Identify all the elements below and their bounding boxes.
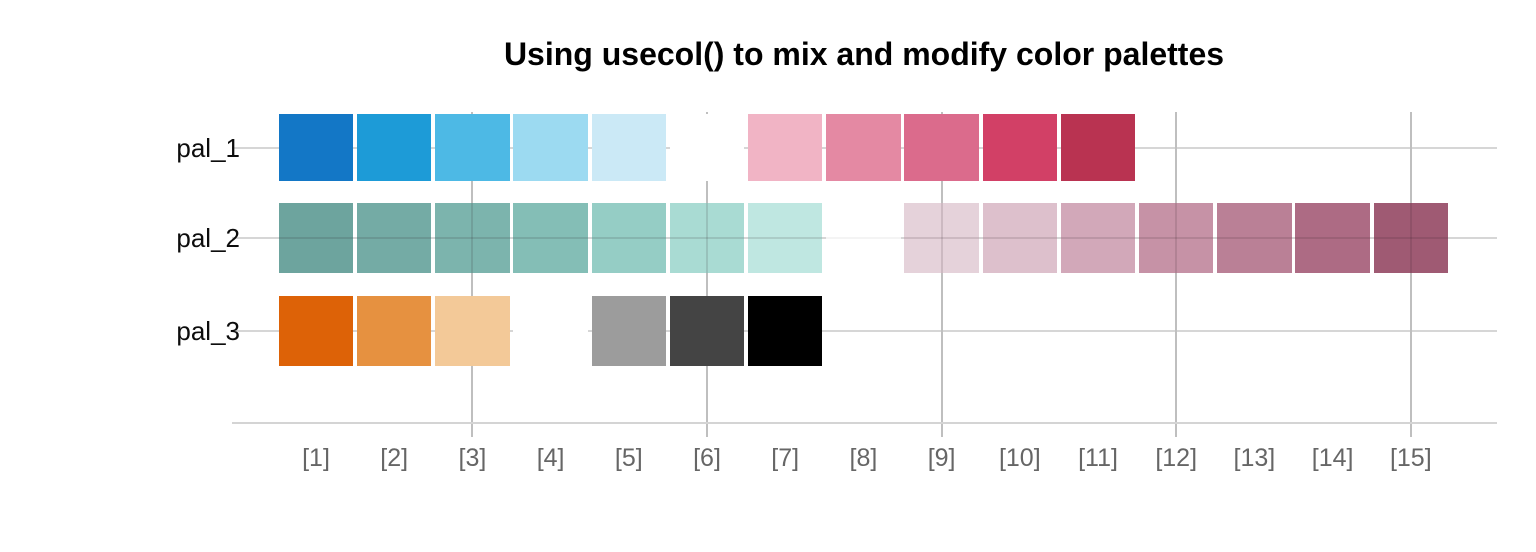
swatch-pal_2-5 [591, 203, 667, 273]
gridline-through-swatch [1295, 237, 1370, 239]
x-tick-label: [10] [998, 444, 1041, 472]
x-axis-line [232, 422, 1497, 424]
gridline-through-swatch [940, 203, 943, 273]
gridline-through-swatch [278, 237, 354, 239]
swatch-pal_1-10 [982, 114, 1058, 181]
swatch-pal_2-9 [904, 203, 979, 273]
x-tick-label: [8] [849, 444, 878, 472]
x-tick-label: [1] [302, 444, 330, 472]
swatch-pal_1-4 [513, 114, 588, 181]
swatch-pal_1-5 [591, 114, 667, 181]
swatch-pal_1-3 [435, 114, 510, 181]
swatch-pal_1-8 [826, 114, 901, 181]
x-tick-label: [7] [771, 444, 800, 472]
swatch-pal_3-6 [669, 296, 745, 366]
swatch-pal_2-3 [435, 203, 510, 273]
gridline-through-swatch [1060, 237, 1136, 239]
gridline-through-swatch [513, 237, 588, 239]
chart-title: Using usecol() to mix and modify color p… [503, 36, 1225, 72]
horizontal-gridline [232, 330, 1497, 332]
vertical-gridline [1175, 112, 1178, 437]
gridline-through-swatch [1138, 237, 1214, 239]
gridline-through-swatch [1373, 237, 1449, 239]
swatch-pal_2-7 [747, 203, 823, 273]
swatch-pal_2-13 [1217, 203, 1292, 273]
gridline-through-swatch [1409, 203, 1412, 273]
swatch-pal_2-4 [513, 203, 588, 273]
swatch-pal_3-5 [591, 296, 667, 366]
gridline-through-swatch [706, 203, 708, 273]
x-tick-label: [5] [614, 444, 643, 472]
gridline-through-swatch [435, 237, 510, 239]
swatch-pal_2-11 [1060, 203, 1136, 273]
gridline-through-swatch [747, 237, 823, 239]
gridline-through-swatch [1175, 203, 1178, 273]
swatch-pal_3-1 [278, 296, 354, 366]
x-tick-label: [9] [927, 444, 956, 472]
gridline-through-swatch [904, 237, 979, 239]
swatch-pal_1-7 [747, 114, 823, 181]
x-tick-label: [6] [693, 444, 721, 472]
x-tick-label: [4] [536, 444, 565, 472]
x-tick-label: [2] [380, 444, 409, 472]
swatch-pal_2-1 [278, 203, 354, 273]
swatch-pal_2-2 [356, 203, 432, 273]
gridline-through-swatch [356, 237, 432, 239]
vertical-gridline [706, 112, 708, 437]
swatch-pal_3-3 [435, 296, 510, 366]
swatch-pal_2-10 [982, 203, 1058, 273]
x-tick-label: [13] [1233, 444, 1276, 472]
x-tick-label: [11] [1078, 444, 1118, 472]
swatch-pal_2-6 [669, 203, 745, 273]
gridline-through-swatch [669, 237, 745, 239]
swatch-pal_2-12 [1138, 203, 1214, 273]
x-tick-label: [14] [1311, 444, 1354, 472]
swatch-pal_1-2 [356, 114, 432, 181]
x-tick-label: [12] [1155, 444, 1198, 472]
swatch-pal_3-7 [747, 296, 823, 366]
swatch-pal_1-9 [904, 114, 979, 181]
vertical-gridline [940, 112, 943, 437]
gridline-through-swatch [1217, 237, 1292, 239]
swatch-pal_1-6 [669, 114, 745, 181]
vertical-gridline [471, 112, 474, 437]
row-label-pal_1: pal_1 [176, 132, 240, 163]
swatch-pal_2-15 [1373, 203, 1449, 273]
gridline-through-swatch [591, 237, 667, 239]
swatch-pal_2-14 [1295, 203, 1370, 273]
x-tick-label: [15] [1389, 444, 1432, 472]
x-tick-label: [3] [458, 444, 487, 472]
swatch-pal_1-1 [278, 114, 354, 181]
vertical-gridline [1409, 112, 1412, 437]
gridline-through-swatch [982, 237, 1058, 239]
row-label-pal_2: pal_2 [176, 223, 240, 253]
row-label-pal_3: pal_3 [176, 316, 240, 346]
gridline-through-swatch [471, 203, 474, 273]
swatch-pal_2-8 [826, 203, 901, 273]
swatch-pal_3-2 [356, 296, 432, 366]
swatch-pal_3-4 [513, 296, 588, 366]
swatch-pal_1-11 [1060, 114, 1136, 181]
